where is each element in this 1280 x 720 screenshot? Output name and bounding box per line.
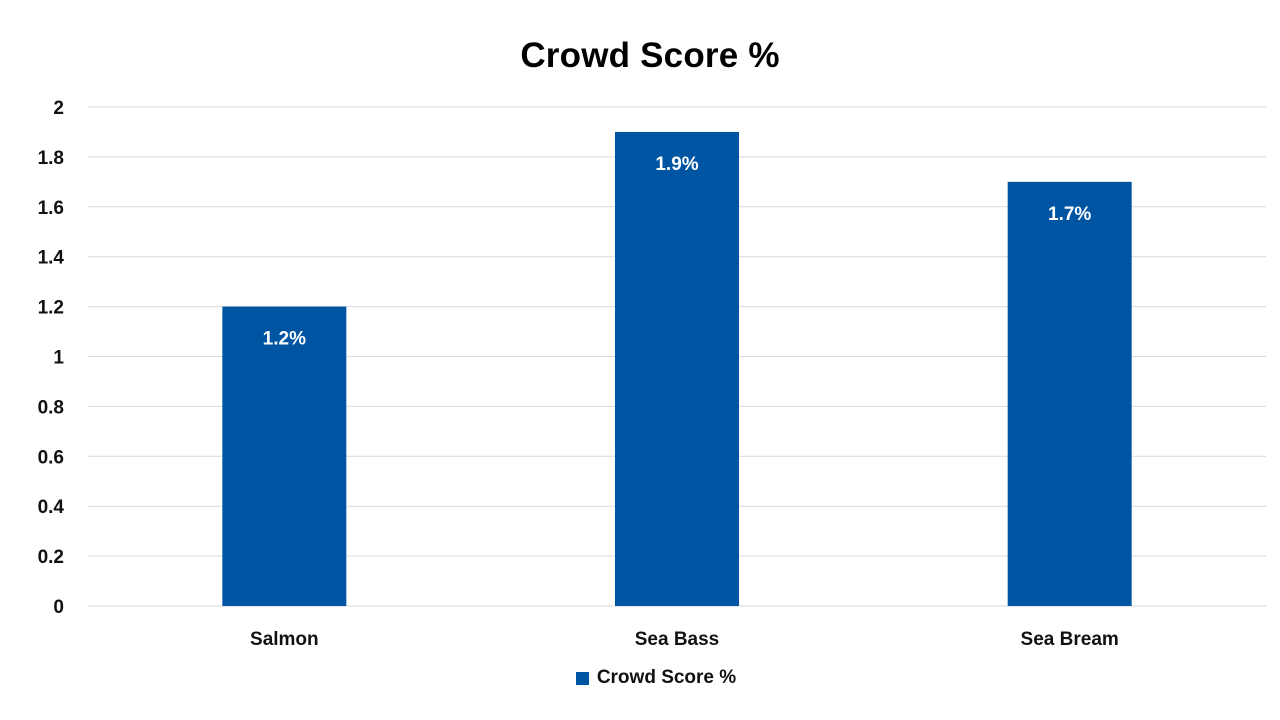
y-tick-label: 1.6 (38, 198, 64, 219)
y-tick-label: 0.6 (38, 447, 64, 468)
y-tick-label: 0 (53, 597, 64, 618)
y-tick-label: 1 (53, 348, 64, 369)
legend: Crowd Score % (0, 667, 1280, 689)
y-tick-label: 1.8 (38, 148, 64, 169)
y-axis: 0 0.2 0.4 0.6 0.8 1 1.2 1.4 1.6 1.8 2 (38, 98, 65, 618)
x-tick-label: Sea Bream (1021, 629, 1119, 650)
x-axis: Salmon Sea Bass Sea Bream (250, 629, 1119, 650)
y-tick-label: 0.2 (38, 547, 64, 568)
bar-sea-bass (615, 131, 739, 606)
x-tick-label: Salmon (250, 629, 319, 650)
x-tick-label: Sea Bass (635, 629, 720, 650)
legend-label: Crowd Score % (596, 667, 737, 688)
y-tick-label: 1.4 (38, 248, 65, 269)
y-tick-label: 0.8 (38, 397, 64, 418)
y-tick-label: 2 (53, 98, 64, 119)
bar-salmon (222, 306, 347, 606)
bar-sea-bream (1007, 181, 1132, 606)
data-label: 1.2% (263, 329, 306, 350)
legend-swatch (575, 671, 589, 685)
data-label: 1.9% (655, 154, 698, 175)
data-label: 1.7% (1048, 204, 1091, 225)
y-tick-label: 0.4 (38, 497, 65, 518)
chart-title: Crowd Score % (520, 36, 780, 75)
bars: 1.2% 1.9% 1.7% (222, 131, 1132, 606)
y-tick-label: 1.2 (38, 298, 64, 319)
